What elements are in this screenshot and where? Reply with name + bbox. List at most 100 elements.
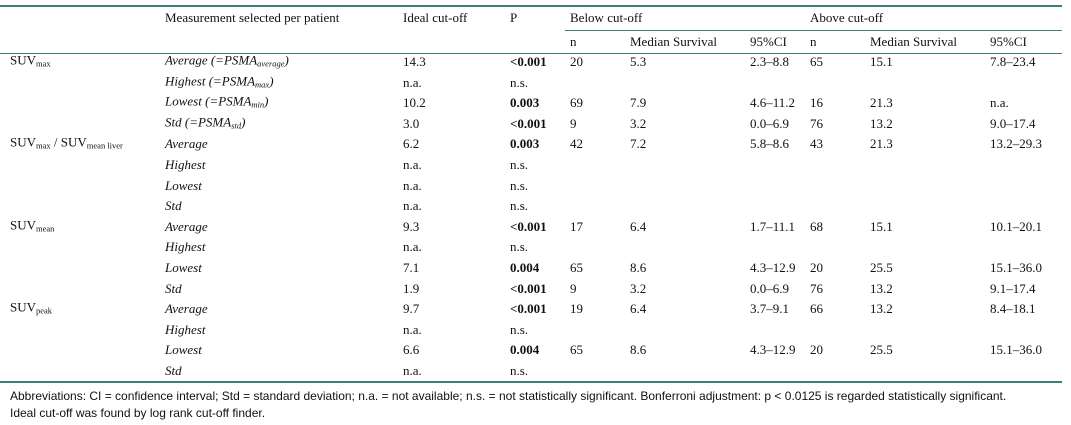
measure-cell: Lowest (=PSMAmin) <box>165 94 269 113</box>
label-text: Highest <box>165 239 206 255</box>
p-cell: <0.001 <box>510 115 547 131</box>
label-subscript: average <box>257 58 285 69</box>
below-cell: 7.2 <box>630 136 647 152</box>
label-text: SUV <box>10 217 37 233</box>
below-cell: 2.3–8.8 <box>750 54 789 69</box>
label-subscript: min <box>251 99 265 110</box>
subheader-cell: n <box>570 34 577 49</box>
cutoff-cell: n.a. <box>403 321 422 337</box>
above-cell: 21.3 <box>870 95 893 111</box>
below-cell: 6.4 <box>630 301 647 317</box>
label-subscript: mean liver <box>86 140 123 151</box>
measure-cell: Std (=PSMAstd) <box>165 114 245 133</box>
cutoff-cell: 7.1 <box>403 260 420 275</box>
below-cell: 7.9 <box>630 95 647 111</box>
below-cell: 17 <box>570 218 583 234</box>
cutoff-cell: 14.3 <box>403 54 426 69</box>
measure-cell: Average <box>165 136 208 152</box>
below-cell: 9 <box>570 280 577 296</box>
measure-cell: Std <box>165 198 182 214</box>
label-subscript: peak <box>36 305 53 316</box>
header-cell: Below cut-off <box>570 10 643 25</box>
below-cell: 69 <box>570 95 583 111</box>
cutoff-cell: 1.9 <box>403 280 420 296</box>
above-cell: 76 <box>810 115 823 131</box>
above-cell: 15.1–36.0 <box>990 260 1042 275</box>
measure-cell: Lowest <box>165 178 202 194</box>
below-cell: 4.3–12.9 <box>750 342 796 358</box>
measure-cell: Average (=PSMAaverage) <box>165 53 289 72</box>
subheader-cell: 95%CI <box>750 34 787 49</box>
label-text: / SUV <box>50 134 87 150</box>
above-cell: 15.1–36.0 <box>990 342 1042 358</box>
cutoff-cell: 9.7 <box>403 301 420 317</box>
above-cell: 25.5 <box>870 342 893 358</box>
label-subscript: max <box>255 79 270 90</box>
above-cell: 76 <box>810 280 823 296</box>
p-cell: n.s. <box>510 157 529 172</box>
measure-cell: Average <box>165 219 208 235</box>
group-label: SUVmax / SUVmean liver <box>10 135 123 154</box>
below-cell: 3.2 <box>630 280 647 296</box>
p-cell: n.s. <box>510 74 529 90</box>
label-text: ) <box>284 52 289 68</box>
above-cell: 16 <box>810 95 823 111</box>
above-cell: 20 <box>810 342 823 358</box>
label-subscript: std <box>231 120 242 131</box>
p-cell: n.s. <box>510 239 529 255</box>
below-cell: 5.3 <box>630 54 647 69</box>
below-cell: 9 <box>570 115 577 131</box>
below-cell: 42 <box>570 136 583 152</box>
above-cell: 10.1–20.1 <box>990 218 1042 234</box>
cutoff-cell: n.a. <box>403 198 422 214</box>
below-cell: 8.6 <box>630 342 647 358</box>
group-label: SUVmax <box>10 53 51 72</box>
subheader-cell: n <box>810 34 817 49</box>
above-cell: 13.2 <box>870 301 893 317</box>
label-text: Average <box>165 301 208 317</box>
cutoff-cell: 9.3 <box>403 218 420 234</box>
label-text: Highest (=PSMA <box>165 73 256 89</box>
above-cell: 15.1 <box>870 54 893 69</box>
cutoff-cell: n.a. <box>403 74 422 90</box>
above-cell: 20 <box>810 260 823 275</box>
below-cell: 19 <box>570 301 583 317</box>
bottom-rule <box>0 381 1062 383</box>
below-cell: 3.2 <box>630 115 647 131</box>
below-cell: 0.0–6.9 <box>750 115 789 131</box>
measure-cell: Highest <box>165 239 205 255</box>
label-subscript: max <box>36 140 51 151</box>
label-text: Lowest <box>165 177 202 193</box>
label-text: Std (=PSMA <box>165 114 232 130</box>
subheader-cell: Median Survival <box>630 34 718 49</box>
label-text: Highest <box>165 157 206 172</box>
cutoff-cell: 6.6 <box>403 342 420 358</box>
measure-cell: Lowest <box>165 260 202 276</box>
measure-cell: Average <box>165 301 208 317</box>
above-cell: 21.3 <box>870 136 893 152</box>
below-cell: 65 <box>570 260 583 275</box>
p-cell: 0.004 <box>510 260 540 275</box>
label-subscript: max <box>36 58 51 69</box>
header-cell: P <box>510 10 518 25</box>
header-cell: Above cut-off <box>810 10 884 25</box>
label-text: Average (=PSMA <box>165 52 258 68</box>
label-text: Lowest (=PSMA <box>165 93 252 109</box>
measure-cell: Highest (=PSMAmax) <box>165 73 274 92</box>
measure-cell: Highest <box>165 322 205 338</box>
p-cell: <0.001 <box>510 218 547 234</box>
group-label: SUVmean <box>10 217 54 236</box>
subheader-cell: Median Survival <box>870 34 958 49</box>
above-cell: n.a. <box>990 95 1009 111</box>
label-text: Average <box>165 136 208 152</box>
below-cell: 0.0–6.9 <box>750 280 789 296</box>
cutoff-cell: n.a. <box>403 157 422 172</box>
p-cell: 0.003 <box>510 95 540 111</box>
below-cell: 65 <box>570 342 583 358</box>
cutoff-cell: n.a. <box>403 363 422 378</box>
cutoff-cell: 10.2 <box>403 95 426 111</box>
above-cell: 13.2 <box>870 280 893 296</box>
subheader-cell: 95%CI <box>990 34 1027 49</box>
group-label: SUVpeak <box>10 300 52 319</box>
